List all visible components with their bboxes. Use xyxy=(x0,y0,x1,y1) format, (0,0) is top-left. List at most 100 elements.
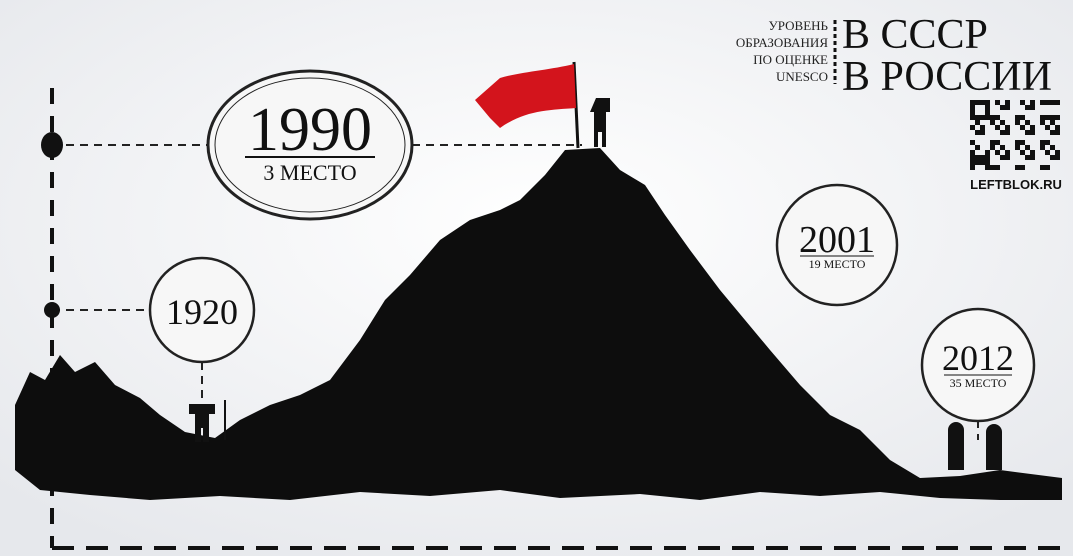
qr-cell xyxy=(1015,115,1020,120)
marker xyxy=(41,132,63,158)
qr-cell xyxy=(975,130,980,135)
milestone-year: 2012 xyxy=(942,338,1014,378)
qr-cell xyxy=(1030,130,1035,135)
infographic: 1990 3 МЕСТО 1920 2001 19 МЕСТО 2012 35 … xyxy=(0,0,1073,556)
qr-cell xyxy=(1025,155,1030,160)
qr-cell xyxy=(990,145,995,150)
qr-cell xyxy=(1030,105,1035,110)
caption: UNESCO xyxy=(776,69,828,84)
qr-cell xyxy=(1045,100,1050,105)
qr-cell xyxy=(1030,100,1035,105)
title: В СССР xyxy=(842,12,988,58)
caption: ОБРАЗОВАНИЯ xyxy=(736,35,828,50)
qr-cell xyxy=(995,150,1000,155)
qr-cell xyxy=(990,165,995,170)
qr-cell xyxy=(985,165,990,170)
qr-cell xyxy=(985,110,990,115)
qr-cell xyxy=(1025,130,1030,135)
qr-cell xyxy=(1040,145,1045,150)
qr-cell xyxy=(1045,140,1050,145)
qr-cell xyxy=(970,150,975,155)
site: LEFTBLOK.RU xyxy=(970,177,1062,192)
qr-cell xyxy=(995,115,1000,120)
qr-cell xyxy=(1055,115,1060,120)
qr-cell xyxy=(1015,120,1020,125)
qr-cell xyxy=(1055,125,1060,130)
qr-cell xyxy=(980,160,985,165)
qr-cell xyxy=(1030,155,1035,160)
qr-cell xyxy=(985,160,990,165)
qr-cell xyxy=(1005,130,1010,135)
qr-cell xyxy=(1040,120,1045,125)
qr-cell xyxy=(980,130,985,135)
qr-cell xyxy=(980,115,985,120)
marker xyxy=(44,302,60,318)
qr-cell xyxy=(1045,125,1050,130)
qr-cell xyxy=(995,125,1000,130)
qr-cell xyxy=(1030,125,1035,130)
qr-cell xyxy=(975,120,980,125)
qr-cell xyxy=(970,125,975,130)
qr-cell xyxy=(985,150,990,155)
qr-cell xyxy=(1050,120,1055,125)
qr-cell xyxy=(1020,115,1025,120)
qr-cell xyxy=(1000,145,1005,150)
qr-cell xyxy=(1020,150,1025,155)
caption: ПО ОЦЕНКЕ xyxy=(753,52,828,67)
qr-cell xyxy=(1040,165,1045,170)
qr-cell xyxy=(970,110,975,115)
qr-cell xyxy=(1020,125,1025,130)
qr-cell xyxy=(980,100,985,105)
qr-cell xyxy=(970,115,975,120)
qr-cell xyxy=(1040,140,1045,145)
qr-cell xyxy=(970,105,975,110)
qr-cell xyxy=(1000,155,1005,160)
qr-cell xyxy=(1045,150,1050,155)
qr-cell xyxy=(1050,155,1055,160)
qr-cell xyxy=(975,100,980,105)
qr-cell xyxy=(975,160,980,165)
qr-cell xyxy=(1030,150,1035,155)
qr-cell xyxy=(985,155,990,160)
qr-cell xyxy=(1020,140,1025,145)
qr-cell xyxy=(980,125,985,130)
qr-cell xyxy=(1005,150,1010,155)
qr-cell xyxy=(1005,100,1010,105)
qr-cell xyxy=(1025,145,1030,150)
qr-cell xyxy=(1020,100,1025,105)
milestone-year: 1920 xyxy=(166,292,238,332)
qr-cell xyxy=(990,115,995,120)
qr-cell xyxy=(985,100,990,105)
qr-cell xyxy=(1005,105,1010,110)
qr-cell xyxy=(970,160,975,165)
qr-cell xyxy=(995,165,1000,170)
qr-cell xyxy=(1005,125,1010,130)
qr-cell xyxy=(1055,155,1060,160)
qr-cell xyxy=(1045,165,1050,170)
qr-cell xyxy=(985,105,990,110)
qr-cell xyxy=(970,165,975,170)
milestone-year: 1990 xyxy=(248,96,372,164)
milestone-rank: 35 МЕСТО xyxy=(950,376,1007,390)
milestone-year: 2001 xyxy=(799,219,875,261)
title: В РОССИИ xyxy=(842,54,1052,100)
qr-cell xyxy=(1050,115,1055,120)
qr-cell xyxy=(1000,130,1005,135)
qr-cell xyxy=(1025,120,1030,125)
qr-cell xyxy=(985,115,990,120)
qr-cell xyxy=(995,140,1000,145)
qr-cell xyxy=(1015,140,1020,145)
qr-cell xyxy=(1025,105,1030,110)
qr-cell xyxy=(970,100,975,105)
qr-cell xyxy=(970,155,975,160)
qr-cell xyxy=(1050,130,1055,135)
qr-cell xyxy=(1055,150,1060,155)
qr-cell xyxy=(980,155,985,160)
qr-cell xyxy=(970,140,975,145)
qr-cell xyxy=(1055,100,1060,105)
milestone-rank: 3 МЕСТО xyxy=(263,160,356,185)
qr-cell xyxy=(1045,115,1050,120)
qr-cell xyxy=(1020,165,1025,170)
qr-cell xyxy=(1000,105,1005,110)
qr-cell xyxy=(990,120,995,125)
